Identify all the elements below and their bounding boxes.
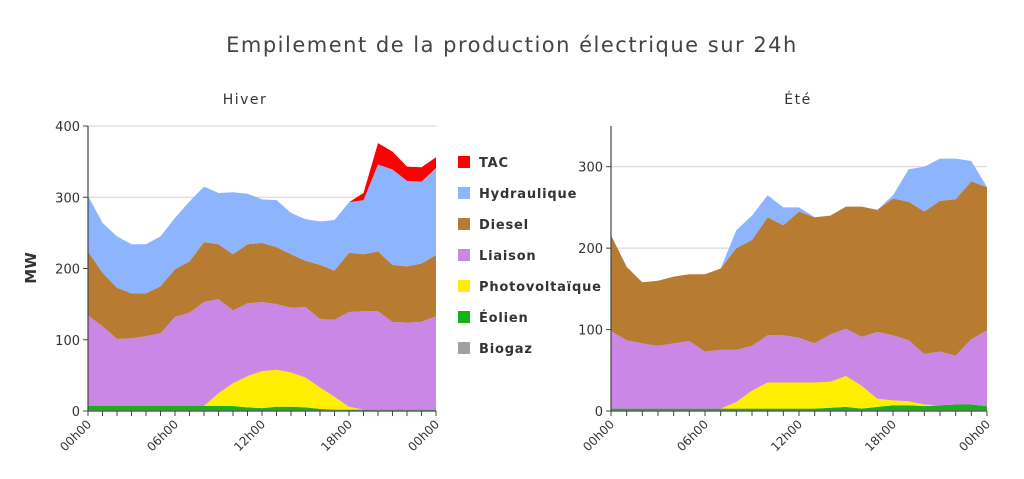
left-chart-title: Hiver [223,92,268,108]
y-tick-label: 300 [578,161,603,176]
y-axis-label: MW [22,252,40,284]
legend-label: Photovoltaïque [479,280,602,295]
legend-swatch [458,187,470,199]
x-tick-label: 00h00 [956,417,993,454]
x-tick-label: 06h00 [674,417,711,454]
x-tick-label: 00h00 [405,417,442,454]
area-liaison-winter [88,299,436,410]
figure-title: Empilement de la production électrique s… [226,33,798,57]
legend: TAC Hydraulique Diesel Liaison Photovoltaïqu… [458,156,602,357]
y-tick-label: 400 [55,120,80,135]
y-tick-label: 0 [72,405,80,420]
area-eolien-summer [611,404,987,411]
y-tick-label: 100 [578,324,603,339]
legend-swatch [458,218,470,230]
y-tick-label: 100 [55,334,80,349]
legend-label: Diesel [479,218,529,233]
area-photovoltaique-summer [611,376,987,409]
y-tick-label: 0 [595,405,603,420]
area-hydraulique-winter [88,164,436,294]
x-tick-label: 00h00 [57,417,94,454]
area-diesel-winter [88,242,436,339]
y-tick-label: 200 [578,242,603,257]
legend-swatch [458,280,470,292]
legend-label: Éolien [479,310,529,326]
area-eolien-winter [88,406,436,411]
plot-summer: 0 100 200 300 00h00 06h00 12h00 18h00 00h00 [578,126,993,454]
y-tick-label: 200 [55,263,80,278]
area-liaison-summer [611,328,987,409]
area-diesel-summer [611,181,987,356]
legend-label: TAC [479,156,509,171]
x-tick-label: 06h00 [144,417,181,454]
y-tick-label: 300 [55,191,80,206]
x-tick-label: 00h00 [580,417,617,454]
plot-winter: 0 100 200 300 400 00h00 06h00 12h00 18h00 00h00 [55,120,442,454]
legend-label: Hydraulique [479,187,577,202]
area-photovoltaique-winter [88,369,436,410]
x-tick-label: 12h00 [768,417,805,454]
x-tick-label: 12h00 [231,417,268,454]
legend-label: Liaison [479,249,537,264]
legend-swatch [458,311,470,323]
area-hydraulique-summer [611,158,987,283]
legend-label: Biogaz [479,342,533,357]
x-tick-label: 18h00 [862,417,899,454]
x-tick-label: 18h00 [318,417,355,454]
legend-swatch [458,249,470,261]
legend-swatch [458,156,470,168]
right-chart-title: Été [784,91,811,108]
legend-swatch [458,342,470,354]
